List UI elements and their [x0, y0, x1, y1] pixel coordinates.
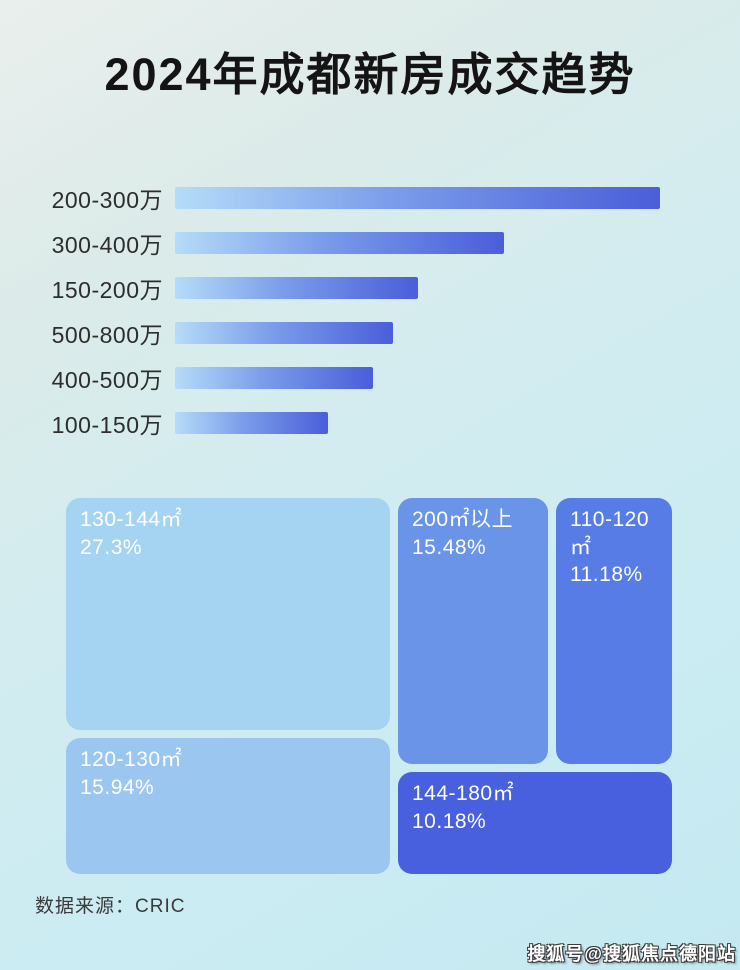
price-bar — [175, 187, 660, 209]
price-bar — [175, 232, 504, 254]
bar-track — [175, 412, 660, 434]
price-bar — [175, 277, 418, 299]
bar-label: 200-300万 — [51, 187, 163, 213]
tile-label: 144-180㎡ — [412, 782, 515, 805]
tile-percent: 10.18% — [412, 809, 487, 833]
bar-row: 500-800万 — [0, 322, 740, 348]
bar-label: 150-200万 — [51, 277, 163, 303]
page-title: 2024年成都新房成交趋势 — [104, 49, 636, 100]
bar-row: 300-400万 — [0, 232, 740, 258]
bar-row: 100-150万 — [0, 412, 740, 438]
treemap-tile: 130-144㎡ 27.3% — [66, 498, 390, 730]
tile-label: 130-144㎡ — [80, 508, 183, 531]
tile-label: 110-120㎡ — [570, 508, 650, 559]
sohu-watermark: 搜狐号@搜狐焦点德阳站 — [527, 944, 736, 964]
bar-track — [175, 367, 660, 389]
bar-label: 300-400万 — [51, 232, 163, 258]
tile-percent: 11.18% — [570, 563, 643, 587]
tile-label: 200㎡以上 — [412, 508, 514, 531]
treemap-tile: 120-130㎡ 15.94% — [66, 738, 390, 874]
tile-percent: 15.48% — [412, 535, 487, 559]
price-bar — [175, 367, 373, 389]
bar-row: 200-300万 — [0, 187, 740, 213]
treemap-tile: 144-180㎡ 10.18% — [398, 772, 672, 874]
treemap-tile: 200㎡以上 15.48% — [398, 498, 548, 764]
treemap-tile: 110-120㎡ 11.18% — [556, 498, 672, 764]
price-bar — [175, 412, 328, 434]
bar-label: 100-150万 — [51, 412, 163, 438]
bar-track — [175, 322, 660, 344]
bar-label: 500-800万 — [51, 322, 163, 348]
bar-row: 150-200万 — [0, 277, 740, 303]
area-treemap: 130-144㎡ 27.3% 200㎡以上 15.48% 110-120㎡ 11… — [66, 498, 672, 874]
data-source-note: 数据来源：CRIC — [35, 896, 186, 917]
bar-row: 400-500万 — [0, 367, 740, 393]
tile-percent: 27.3% — [80, 535, 143, 559]
bar-label: 400-500万 — [51, 367, 163, 393]
price-bar-chart: 200-300万 300-400万 150-200万 500-800万 400-… — [0, 187, 740, 457]
bar-track — [175, 277, 660, 299]
bar-track — [175, 232, 660, 254]
price-bar — [175, 322, 394, 344]
bar-track — [175, 187, 660, 209]
tile-percent: 15.94% — [80, 775, 155, 799]
tile-label: 120-130㎡ — [80, 748, 183, 771]
